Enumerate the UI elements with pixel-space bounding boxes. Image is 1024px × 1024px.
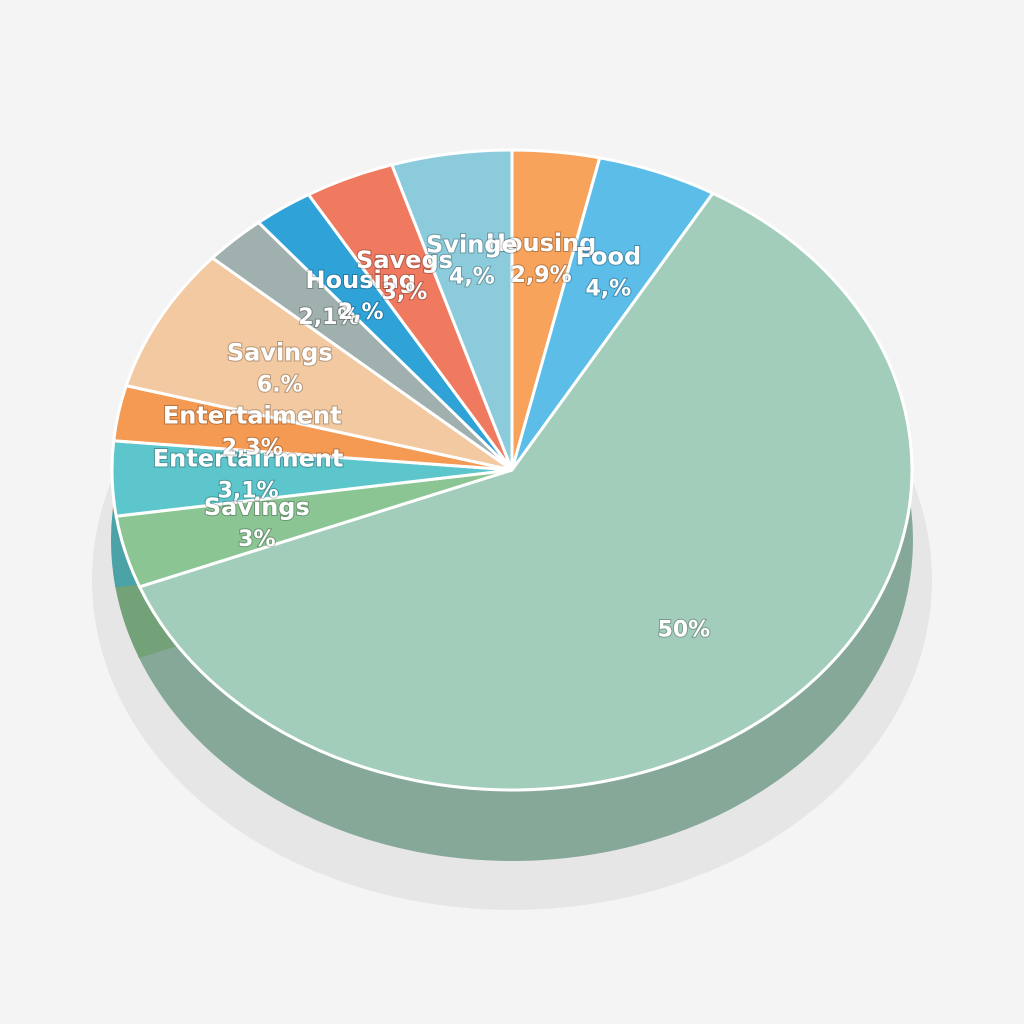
- slice-value-label: 2,%: [338, 300, 384, 325]
- slice-value-label: 2,9%: [511, 263, 572, 288]
- slice-value-label: 2,1%: [298, 305, 359, 330]
- slice-name: Savegs: [356, 246, 453, 274]
- slice: [124, 256, 513, 472]
- slice-name: Savings: [204, 493, 310, 521]
- slice: [389, 148, 514, 471]
- slice-name: Housing: [306, 266, 416, 294]
- slice-value-label: 50%: [658, 617, 711, 642]
- slice: [137, 191, 914, 792]
- slice-value-label: 4,%: [449, 264, 495, 289]
- slice-value-label: 3%: [238, 527, 275, 552]
- slice-value-label: 2,3%: [222, 435, 283, 460]
- slice-name: Housing: [486, 229, 596, 257]
- slice-name: Savings: [227, 339, 333, 367]
- slice-name: Food: [576, 242, 642, 270]
- slice-value-label: 3,%: [382, 280, 428, 305]
- pie-labels: Housing 2,9%Food 4,% 50% Savings 3% Entertairm…: [152, 228, 711, 643]
- slice-name: Entertairment: [153, 445, 344, 473]
- slice-value-label: 4,%: [586, 276, 632, 301]
- slice-value-label: 6.%: [257, 373, 303, 398]
- slice-name: Entertaiment: [163, 401, 342, 429]
- slice-value-label: 3,1%: [218, 479, 279, 504]
- slice-name: Svinge: [426, 230, 518, 258]
- pie-top: [110, 148, 914, 792]
